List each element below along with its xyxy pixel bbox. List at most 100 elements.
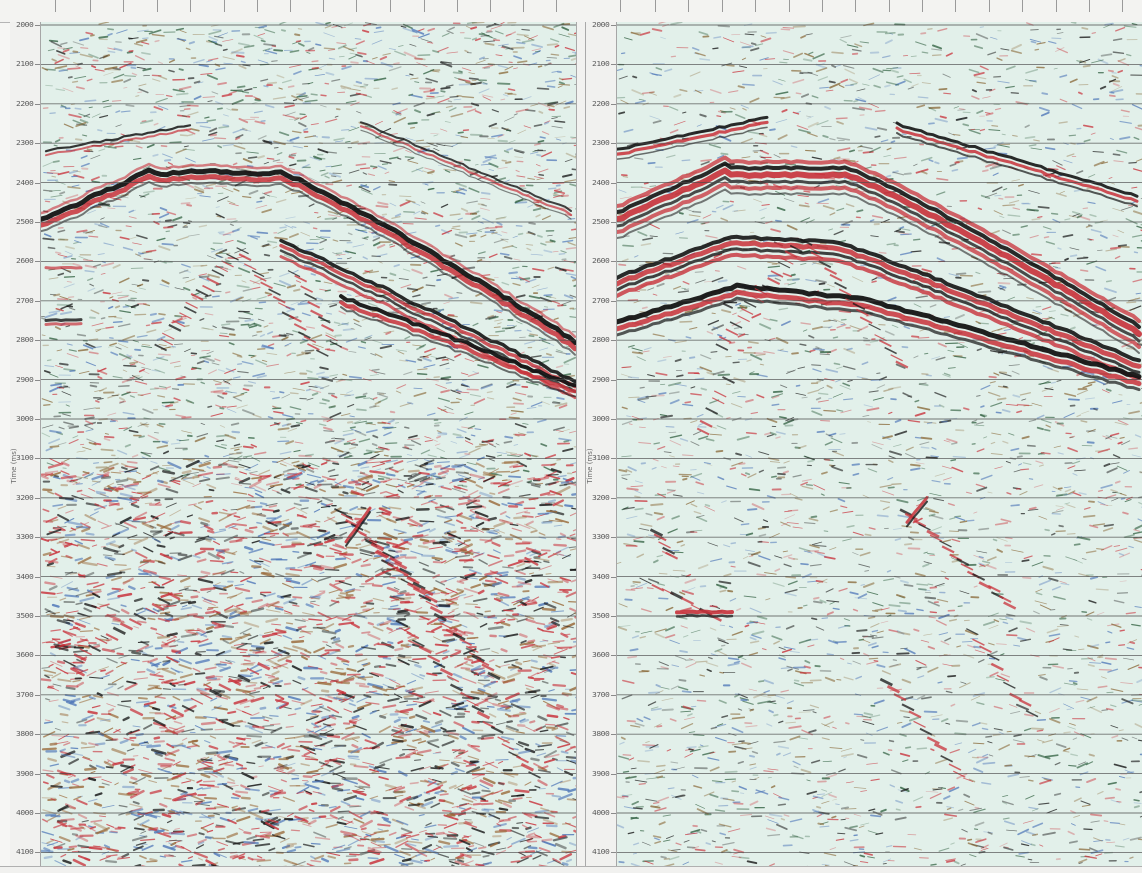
lower-dipping-events (639, 508, 1039, 778)
ruler-tick (889, 0, 890, 12)
time-axis-label: 3800 (16, 730, 34, 739)
ruler-tick (356, 0, 357, 12)
time-axis-label: 2300 (592, 139, 610, 148)
time-axis-tick (611, 616, 616, 617)
right-axis-title: Time (ms) (586, 448, 594, 484)
time-axis-tick (35, 852, 40, 854)
ruler-tick (490, 0, 491, 12)
time-axis-label: 2200 (16, 99, 34, 108)
ruler-tick (157, 0, 158, 12)
lower-apex-event (344, 506, 372, 547)
left-seismic-section[interactable] (41, 22, 576, 867)
time-axis-label: 2400 (16, 178, 34, 187)
time-axis-label: 3300 (16, 533, 34, 542)
time-axis-label: 2200 (592, 99, 610, 108)
reflector-2300-right (359, 121, 573, 220)
bottom-scrollbar[interactable] (0, 866, 1142, 873)
lower-dipping-events (63, 508, 541, 779)
time-axis-label: 3200 (592, 493, 610, 502)
time-axis-label: 2700 (16, 296, 34, 305)
time-axis-tick (611, 340, 616, 342)
time-axis-tick (35, 340, 40, 342)
time-axis-tick (35, 655, 40, 657)
right-time-axis: Time (ms) 2000 2100 2200 2300 2400 2500 2600 27… (586, 22, 617, 867)
time-axis-label: 2100 (16, 60, 34, 69)
ruler-tick (123, 0, 124, 12)
time-axis-label: 3600 (592, 651, 610, 660)
reflector-2300-left (617, 115, 769, 160)
ruler-tick (855, 0, 856, 12)
ruler-tick (655, 0, 656, 12)
time-axis-tick (35, 576, 40, 578)
time-axis-tick (35, 379, 40, 381)
time-axis-label: 4000 (592, 809, 610, 817)
background-noise-upper (41, 22, 576, 492)
lower-apex-event (905, 496, 929, 528)
time-axis-label: 3900 (16, 769, 34, 778)
ruler-tick (722, 0, 723, 12)
reflector-2300-right (895, 121, 1139, 208)
time-axis-label: 3500 (16, 612, 34, 620)
time-axis-label: 2900 (16, 375, 34, 384)
time-axis-tick (611, 379, 616, 381)
time-axis-tick (35, 222, 40, 223)
ruler-tick (755, 0, 756, 12)
time-axis-label: 3300 (592, 533, 610, 542)
timing-lines (41, 24, 576, 853)
time-axis-tick (611, 25, 616, 26)
deep-flank-reflector (617, 282, 1142, 392)
ruler-tick (290, 0, 291, 12)
ruler-tick (257, 0, 258, 12)
time-axis-label: 2400 (592, 178, 610, 187)
dome-flank-reflectors (279, 238, 576, 400)
ruler-tick (922, 0, 923, 12)
time-axis-label: 2500 (592, 218, 610, 226)
time-axis-tick (611, 497, 616, 499)
time-axis-tick (611, 300, 616, 302)
ruler-tick (1122, 0, 1123, 12)
ruler-tick (789, 0, 790, 12)
ruler-tick (457, 0, 458, 12)
time-axis-tick (611, 458, 616, 460)
time-axis-label: 3100 (16, 454, 34, 463)
right-seismic-image (617, 22, 1142, 867)
time-axis-tick (611, 694, 616, 696)
time-axis-tick (35, 537, 40, 539)
right-seismic-panel: Time (ms) 2000 2100 2200 2300 2400 2500 2600 27… (586, 22, 1142, 867)
time-axis-tick (35, 694, 40, 696)
ruler-tick (224, 0, 225, 12)
time-axis-label: 2800 (592, 336, 610, 345)
time-axis-tick (35, 64, 40, 66)
left-edge-reflector (44, 318, 83, 326)
time-axis-tick (611, 576, 616, 578)
time-axis-tick (35, 143, 40, 145)
time-axis-tick (35, 734, 40, 736)
time-axis-label: 2700 (592, 296, 610, 305)
time-axis-label: 3200 (16, 493, 34, 502)
ruler-tick (1056, 0, 1057, 12)
ruler-tick (390, 0, 391, 12)
time-axis-tick (611, 419, 616, 420)
background-noise-lower (41, 456, 576, 867)
time-axis-label: 2600 (16, 257, 34, 266)
right-seismic-section[interactable] (617, 22, 1142, 867)
time-axis-label: 3500 (592, 612, 610, 620)
ruler-tick (688, 0, 689, 12)
time-axis-tick (35, 616, 40, 617)
time-axis-tick (35, 25, 40, 26)
ruler-tick (190, 0, 191, 12)
time-axis-tick (35, 182, 40, 184)
panel-divider[interactable] (576, 22, 586, 873)
left-time-axis: Time (ms) 2000 2100 2200 2300 2400 2500 2600 27… (10, 22, 41, 867)
time-axis-tick (611, 734, 616, 736)
main-dome-reflector (617, 155, 1142, 354)
left-axis-title: Time (ms) (10, 448, 18, 484)
time-axis-label: 2000 (592, 22, 610, 29)
time-axis-label: 3600 (16, 651, 34, 660)
time-axis-label: 4100 (16, 848, 34, 857)
ruler-tick (424, 0, 425, 12)
time-axis-label: 2600 (592, 257, 610, 266)
ruler-tick (1089, 0, 1090, 12)
ruler-tick (323, 0, 324, 12)
